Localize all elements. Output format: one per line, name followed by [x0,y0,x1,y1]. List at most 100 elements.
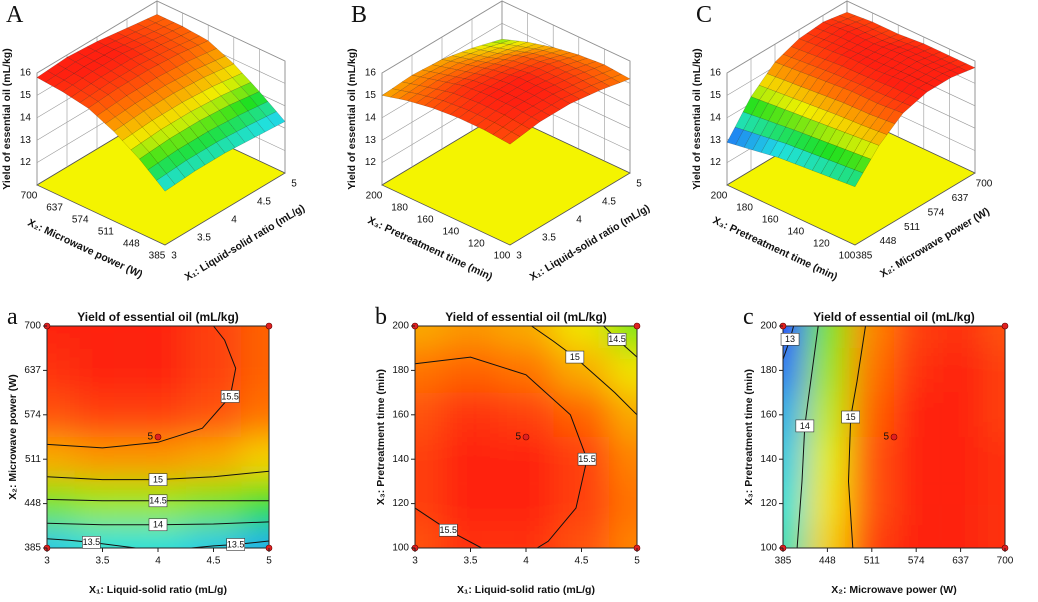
x-tick-label: 3 [516,251,522,262]
surface-patch [431,59,452,67]
surface-patch [484,63,504,71]
heatmap [783,326,1005,548]
heatmap-cell [74,348,131,393]
heatmap-cell [553,326,610,349]
surface-patch [856,32,875,41]
x-tick-label: 700 [976,179,993,190]
heatmap-cell [442,348,499,393]
x-tick-label: 700 [997,556,1014,567]
surface-patch [867,80,886,93]
contour-label: 14.5 [149,496,167,506]
z-tick-label: 15 [365,90,377,101]
y-axis-title: X₃: Pretreatment time (min) [375,369,387,505]
heatmap-cell [938,481,983,526]
surface-patch [784,97,803,114]
heatmap-cell [47,348,75,393]
y-tick-label: 448 [123,239,140,250]
surface-patch [835,117,854,133]
contour-label: 13.5 [83,537,101,547]
surface-patch [491,38,511,44]
surface-patch [859,87,878,100]
z-axis-title: Yield of essential oil (mL/kg) [1,48,13,189]
contour-label-box [841,410,860,424]
heatmap-cell [982,326,1005,349]
surface-patch [843,106,862,122]
heatmap-cell [783,348,806,393]
heatmap-cell [982,392,1005,437]
surface-patch [411,69,432,78]
y-axis-title: X₃: Pretreatment time (min) [743,369,755,505]
heatmap-cell [553,525,610,548]
surface-patch [85,50,105,62]
heatmap-cell [894,481,939,526]
x-axis-title: X₁: Liquid-solid ratio (mL/g) [457,584,595,596]
surface-patch [469,91,490,104]
surface-patch [474,67,494,76]
surface-patch [437,74,457,83]
y-tick-label: 100 [494,251,511,262]
heatmap-cell [185,348,242,393]
surface-patch [832,46,851,56]
x-tick-label: 5 [291,179,297,190]
heatmap-cell [609,437,637,482]
x-tick-label: 511 [864,556,880,567]
contour-line [47,538,269,548]
surface-patch [501,131,521,145]
heatmap-cell [498,392,554,437]
surface-patch [66,51,86,63]
surface-patch [792,86,811,102]
surface-patch [227,115,247,133]
contour-label-box [607,333,627,346]
panel-letter: b [375,304,387,330]
surface-patch [820,142,838,161]
heatmap-cell [415,326,443,349]
contour-label-box [780,333,800,346]
surface-patch [266,111,286,127]
heatmap-cell [415,525,443,548]
surface-patch [840,40,859,51]
x-tick-label: 3 [412,556,418,567]
surface-patch [786,146,804,165]
heatmap-cell [849,326,894,349]
surface-patch [846,169,864,188]
y-tick-label: 100 [839,251,856,262]
y-tick-label: 511 [25,454,41,465]
y-tick-label: 120 [392,498,409,509]
surface-patch [409,76,430,86]
z-tick-label: 14 [365,112,377,123]
contour-label: 14.5 [608,334,626,344]
surface-patch [479,86,500,96]
heatmap-cell [982,481,1005,526]
surface-patch [803,153,821,171]
surface-patch [915,50,934,59]
surface-patch [488,47,509,54]
y-tick-label: 140 [787,227,804,238]
surface-patch [415,95,436,106]
z-tick-label: 14 [710,112,722,123]
surface-patch [79,95,99,109]
x-tick-label: 3.5 [464,556,478,567]
design-point [633,322,641,330]
heatmap-cell [74,481,131,526]
surface-patch [482,69,503,79]
z-tick-label: 16 [365,68,377,79]
surface-patch [449,106,470,119]
surface-patch [429,66,450,74]
surface-patch [115,36,135,46]
heatmap-cell [130,348,186,393]
heatmap-cell [498,481,554,526]
surface-patch [418,78,439,88]
surface-patch [104,116,125,132]
surface-patch [83,60,104,72]
heatmap-cell [47,481,75,526]
contour-label: 14 [800,421,810,431]
heatmap-cell [938,437,983,482]
surface-patch [407,93,427,104]
y-tick-label: 385 [24,543,41,554]
y-tick-label: 160 [417,215,434,226]
y-tick-label: 200 [392,321,409,332]
surface-patch [875,73,894,85]
surface-patch [899,57,918,67]
design-point [522,433,530,441]
surface-patch [442,92,463,105]
